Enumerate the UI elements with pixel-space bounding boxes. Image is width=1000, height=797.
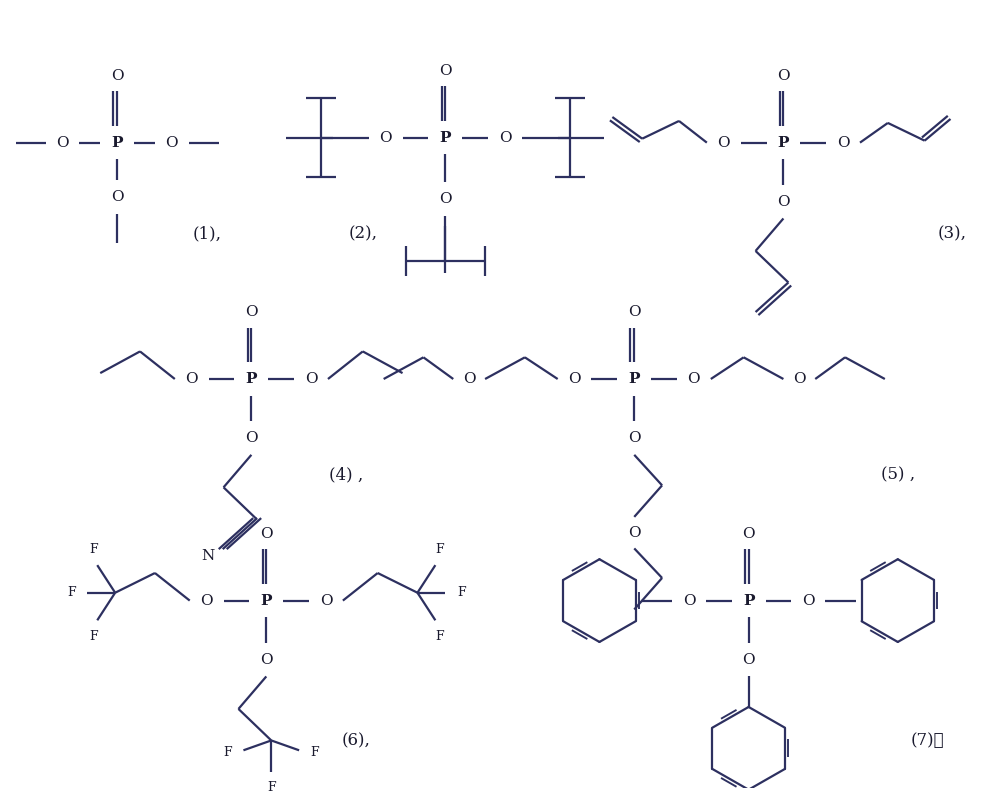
Text: O: O xyxy=(568,372,581,386)
Text: F: F xyxy=(67,587,76,599)
Text: F: F xyxy=(223,746,232,759)
Text: F: F xyxy=(457,587,466,599)
Text: O: O xyxy=(56,135,69,150)
Text: F: F xyxy=(89,543,98,556)
Text: O: O xyxy=(111,69,123,83)
Text: O: O xyxy=(742,653,755,666)
Text: O: O xyxy=(742,527,755,540)
Text: O: O xyxy=(777,194,790,209)
Text: P: P xyxy=(261,594,272,607)
Text: (1),: (1), xyxy=(192,226,221,243)
Text: (2),: (2), xyxy=(348,226,377,243)
Text: F: F xyxy=(435,630,444,642)
Text: P: P xyxy=(246,372,257,386)
Text: O: O xyxy=(439,64,452,78)
Text: P: P xyxy=(629,372,640,386)
Text: O: O xyxy=(185,372,198,386)
Text: O: O xyxy=(688,372,700,386)
Text: O: O xyxy=(837,135,849,150)
Text: O: O xyxy=(245,431,258,445)
Text: (4) ,: (4) , xyxy=(329,466,363,483)
Text: O: O xyxy=(777,69,790,83)
Text: (6),: (6), xyxy=(341,732,370,749)
Text: O: O xyxy=(166,135,178,150)
Text: O: O xyxy=(439,192,452,206)
Text: O: O xyxy=(802,594,815,607)
Text: O: O xyxy=(320,594,332,607)
Text: P: P xyxy=(111,135,123,150)
Text: P: P xyxy=(743,594,754,607)
Text: O: O xyxy=(499,131,511,145)
Text: O: O xyxy=(305,372,317,386)
Text: P: P xyxy=(778,135,789,150)
Text: O: O xyxy=(260,653,273,666)
Text: O: O xyxy=(628,305,641,319)
Text: O: O xyxy=(379,131,392,145)
Text: P: P xyxy=(440,131,451,145)
Text: O: O xyxy=(628,526,641,540)
Text: O: O xyxy=(111,190,123,204)
Text: (3),: (3), xyxy=(938,226,967,243)
Text: F: F xyxy=(435,543,444,556)
Text: (5) ,: (5) , xyxy=(881,466,915,483)
Text: O: O xyxy=(717,135,730,150)
Text: F: F xyxy=(267,781,276,795)
Text: (7)。: (7)。 xyxy=(911,732,944,749)
Text: N: N xyxy=(201,549,214,563)
Text: F: F xyxy=(311,746,319,759)
Text: O: O xyxy=(245,305,258,319)
Text: O: O xyxy=(683,594,695,607)
Text: F: F xyxy=(89,630,98,642)
Text: O: O xyxy=(628,431,641,445)
Text: O: O xyxy=(200,594,213,607)
Text: O: O xyxy=(260,527,273,540)
Text: O: O xyxy=(793,372,806,386)
Text: O: O xyxy=(463,372,475,386)
